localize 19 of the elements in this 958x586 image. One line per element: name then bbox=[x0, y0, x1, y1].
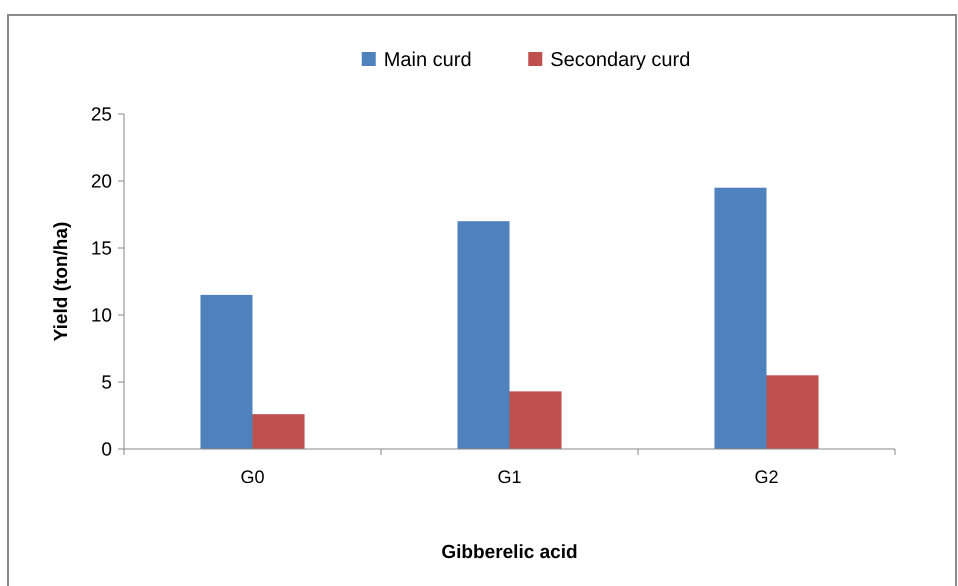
bar bbox=[457, 221, 510, 449]
bar bbox=[766, 375, 819, 449]
x-tick-label: G0 bbox=[240, 467, 265, 487]
bar bbox=[252, 414, 305, 449]
y-tick-label: 5 bbox=[101, 372, 112, 394]
x-tick-label: G1 bbox=[497, 467, 522, 487]
y-tick-label: 20 bbox=[90, 172, 112, 193]
y-tick-label: 10 bbox=[90, 306, 112, 327]
bar bbox=[510, 391, 562, 449]
y-tick-label: 15 bbox=[90, 238, 112, 260]
y-axis-title: Yield (ton/ha) bbox=[51, 222, 72, 342]
x-tick-label: G2 bbox=[754, 467, 779, 487]
bar bbox=[714, 188, 766, 449]
y-tick-label: 0 bbox=[101, 440, 112, 461]
x-axis-title: Gibberelic acid bbox=[441, 542, 578, 563]
bar bbox=[200, 294, 252, 449]
y-tick-label: 25 bbox=[90, 104, 112, 126]
legend-label: Main curd bbox=[384, 49, 472, 71]
legend-label: Secondary curd bbox=[550, 49, 690, 71]
